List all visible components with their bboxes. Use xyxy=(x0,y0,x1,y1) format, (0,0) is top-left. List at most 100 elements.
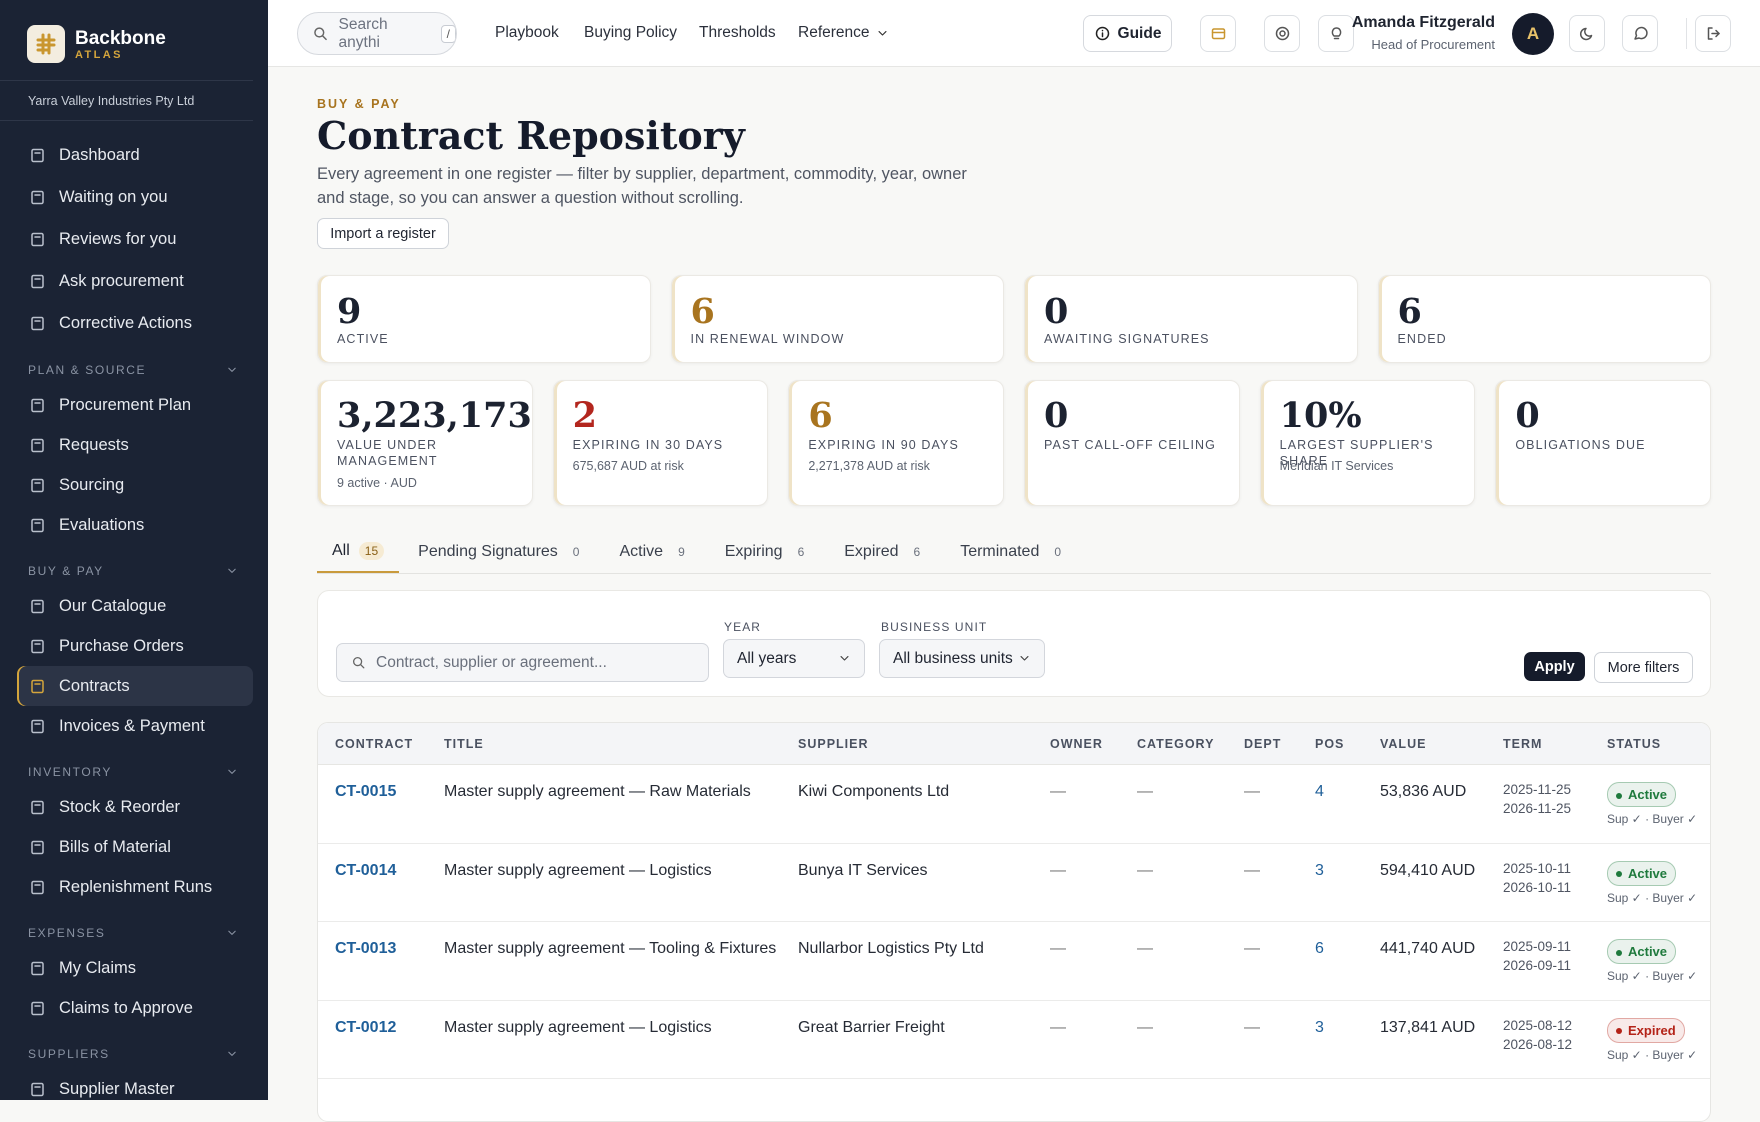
nav-label: My Claims xyxy=(59,958,136,977)
term-start: 2025-11-25 xyxy=(1503,782,1572,797)
po-count[interactable]: 4 xyxy=(1315,783,1324,800)
nav-item[interactable]: Supplier Master xyxy=(17,1069,253,1100)
nav-label: Our Catalogue xyxy=(59,596,167,615)
section-header[interactable]: SUPPLIERS xyxy=(0,1039,268,1069)
nav-link[interactable]: Buying Policy xyxy=(584,24,677,42)
dept: — xyxy=(1244,861,1260,879)
nav-item[interactable]: Stock & Reorder xyxy=(17,787,253,827)
icon xyxy=(31,840,44,854)
tab[interactable]: Terminated 0 xyxy=(945,530,1082,573)
icon xyxy=(1275,26,1289,41)
nav-item[interactable]: Reviews for you xyxy=(17,218,253,260)
import-button[interactable]: Import a register xyxy=(317,218,449,249)
nav-item[interactable]: My Claims xyxy=(17,948,253,988)
nav-link[interactable]: Playbook xyxy=(495,24,559,42)
status-badge: Active xyxy=(1607,860,1677,886)
nav-item[interactable]: Corrective Actions xyxy=(17,302,253,344)
icon-button[interactable] xyxy=(1622,15,1658,52)
apply-button[interactable]: Apply xyxy=(1524,652,1585,681)
supplier: Bunya IT Services xyxy=(798,861,928,879)
nav-item[interactable]: Procurement Plan xyxy=(17,385,253,425)
contract-id[interactable]: CT-0012 xyxy=(335,1018,397,1036)
nav-label: Invoices & Payment xyxy=(59,716,205,735)
nav-link[interactable]: Reference xyxy=(798,24,889,42)
unit-select[interactable]: All business units xyxy=(879,639,1045,678)
stat-card: 2 EXPIRING IN 30 DAYS 675,687 AUD at risk xyxy=(552,380,769,506)
icon-button[interactable] xyxy=(1695,15,1731,52)
year-select[interactable]: All years xyxy=(723,639,865,678)
stat-value: 0 xyxy=(1044,395,1069,436)
status-cell: Active Sup ✓ · Buyer ✓ xyxy=(1607,844,1710,922)
stat-label: VALUE UNDER MANAGEMENT xyxy=(337,438,438,468)
contract-value: 594,410 AUD xyxy=(1380,861,1476,879)
nav-item[interactable]: Bills of Material xyxy=(17,827,253,867)
table-row[interactable]: CT-0015 Master supply agreement — Raw Mat… xyxy=(318,765,1710,844)
nav-item[interactable]: Contracts xyxy=(17,666,253,706)
icon xyxy=(228,769,236,774)
icon xyxy=(314,27,327,41)
section-header[interactable]: INVENTORY xyxy=(0,757,268,787)
guide-button[interactable]: Guide xyxy=(1083,15,1172,52)
nav-section: BUY & PAY Our Catalogue Purchase Orders Con… xyxy=(0,556,268,746)
nav-item[interactable]: Evaluations xyxy=(17,505,253,545)
term-end: 2026-10-11 xyxy=(1503,879,1572,895)
nav-label: Stock & Reorder xyxy=(59,797,181,816)
section-title: PLAN & SOURCE xyxy=(28,363,147,377)
tab[interactable]: Active 9 xyxy=(604,530,705,573)
nav-item[interactable]: Requests xyxy=(17,425,253,465)
more-filters-button[interactable]: More filters xyxy=(1594,652,1693,683)
icon-button[interactable] xyxy=(1318,15,1354,52)
section-header[interactable]: BUY & PAY xyxy=(0,556,268,586)
section-header[interactable]: PLAN & SOURCE xyxy=(0,355,268,385)
filter-search[interactable]: Contract, supplier or agreement... xyxy=(336,643,709,682)
tab[interactable]: All 15 xyxy=(317,530,400,573)
nav-link[interactable]: Thresholds xyxy=(699,24,776,42)
table-row[interactable]: CT-0012 Master supply agreement — Logisti… xyxy=(318,1001,1710,1079)
contract-id[interactable]: CT-0014 xyxy=(335,861,397,879)
tab[interactable]: Pending Signatures 0 xyxy=(403,530,600,573)
po-count[interactable]: 3 xyxy=(1315,861,1324,879)
signoff: Sup ✓ · Buyer ✓ xyxy=(1607,969,1698,983)
stat-card: 9 ACTIVE xyxy=(317,275,651,363)
tab[interactable]: Expiring 6 xyxy=(710,530,826,573)
nav-item[interactable]: Purchase Orders xyxy=(17,626,253,666)
term-start: 2025-08-12 xyxy=(1503,1017,1573,1033)
section-title: EXPENSES xyxy=(28,926,106,940)
nav-item[interactable]: Ask procurement xyxy=(17,260,253,302)
section-header[interactable]: EXPENSES xyxy=(0,918,268,948)
search-box[interactable]: Search anythi / xyxy=(297,12,457,55)
nav-item[interactable]: Our Catalogue xyxy=(17,586,253,626)
icon-button[interactable] xyxy=(1200,15,1236,52)
nav-item[interactable]: Replenishment Runs xyxy=(17,867,253,907)
stat-note: 2,271,378 AUD at risk xyxy=(808,459,930,473)
icon-button[interactable] xyxy=(1264,15,1300,52)
nav-item[interactable]: Invoices & Payment xyxy=(17,706,253,746)
icon-button[interactable] xyxy=(1569,15,1605,52)
nav-item[interactable]: Waiting on you xyxy=(17,176,253,218)
section-title: SUPPLIERS xyxy=(28,1047,110,1061)
avatar[interactable]: A xyxy=(1512,13,1554,55)
po-count[interactable]: 6 xyxy=(1315,940,1324,957)
nav-label: Contracts xyxy=(59,676,130,695)
nav-item[interactable]: Claims to Approve xyxy=(17,988,253,1028)
stat-value: 10% xyxy=(1279,395,1362,436)
icon xyxy=(878,30,887,36)
table-row[interactable]: CT-0013 Master supply agreement — Tooling… xyxy=(318,922,1710,1001)
brand: Backbone ATLAS xyxy=(0,0,253,81)
status-cell: Active Sup ✓ · Buyer ✓ xyxy=(1607,765,1710,843)
table-header: CONTRACT TITLE SUPPLIER OWNER CATEGORY DEPT PO… xyxy=(318,723,1710,765)
term: 2025-11-25 2026-11-25 xyxy=(1503,765,1607,843)
nav-item[interactable]: Dashboard xyxy=(17,134,253,176)
nav-item[interactable]: Sourcing xyxy=(17,465,253,505)
tab-label: Pending Signatures xyxy=(418,542,558,560)
contract-id[interactable]: CT-0013 xyxy=(335,940,397,957)
contract-id[interactable]: CT-0015 xyxy=(335,783,397,800)
owner: — xyxy=(1050,1018,1066,1036)
stat-card: 0 OBLIGATIONS DUE xyxy=(1495,380,1711,506)
table-row[interactable]: CT-0014 Master supply agreement — Logisti… xyxy=(318,844,1710,922)
term-end: 2026-08-12 xyxy=(1503,1036,1573,1052)
stat-value: 6 xyxy=(1397,291,1422,332)
tab[interactable]: Expired 6 xyxy=(829,530,941,573)
po-count[interactable]: 3 xyxy=(1315,1018,1324,1036)
icon xyxy=(31,438,44,452)
